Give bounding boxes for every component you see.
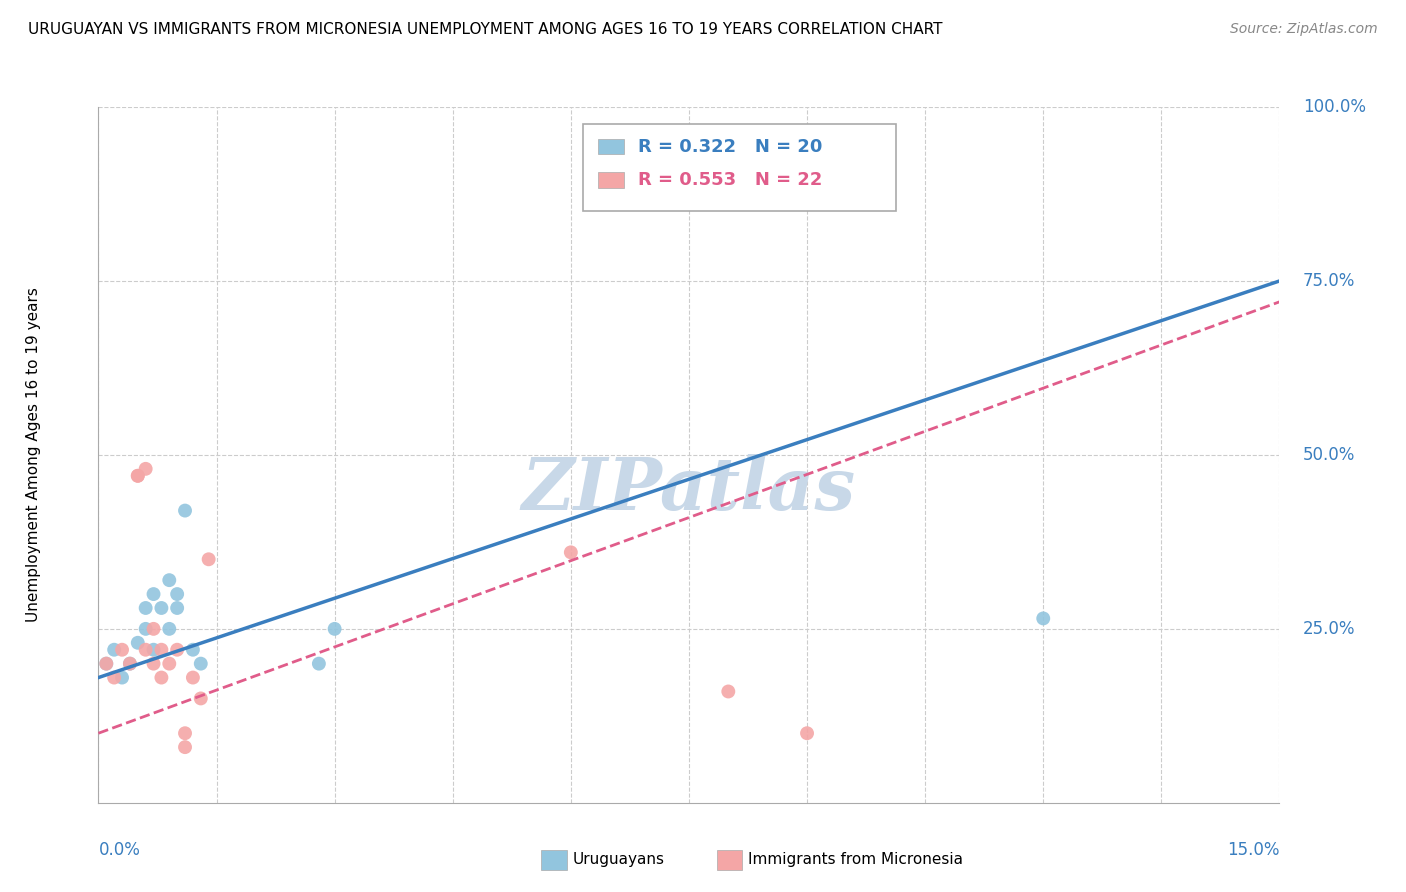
Point bbox=[308, 657, 330, 671]
Point bbox=[157, 657, 180, 671]
Point bbox=[174, 503, 197, 517]
Text: Source: ZipAtlas.com: Source: ZipAtlas.com bbox=[1230, 22, 1378, 37]
Point bbox=[135, 462, 157, 476]
Point bbox=[174, 726, 197, 740]
Point bbox=[174, 740, 197, 755]
Point bbox=[142, 587, 165, 601]
Point bbox=[150, 671, 173, 685]
Point bbox=[181, 642, 204, 657]
Point bbox=[157, 573, 180, 587]
Point bbox=[111, 671, 134, 685]
Point bbox=[166, 642, 188, 657]
Point bbox=[135, 622, 157, 636]
Point bbox=[135, 642, 157, 657]
Text: URUGUAYAN VS IMMIGRANTS FROM MICRONESIA UNEMPLOYMENT AMONG AGES 16 TO 19 YEARS C: URUGUAYAN VS IMMIGRANTS FROM MICRONESIA … bbox=[28, 22, 942, 37]
Point bbox=[103, 642, 125, 657]
FancyBboxPatch shape bbox=[598, 139, 624, 154]
Point bbox=[111, 642, 134, 657]
Text: 0.0%: 0.0% bbox=[98, 841, 141, 859]
Point bbox=[560, 545, 582, 559]
Point bbox=[118, 657, 141, 671]
Point bbox=[157, 622, 180, 636]
FancyBboxPatch shape bbox=[582, 124, 896, 211]
FancyBboxPatch shape bbox=[598, 172, 624, 187]
Text: R = 0.322   N = 20: R = 0.322 N = 20 bbox=[638, 137, 823, 156]
Point bbox=[197, 552, 219, 566]
Point bbox=[166, 601, 188, 615]
Point bbox=[127, 468, 149, 483]
Point bbox=[96, 657, 118, 671]
Text: 15.0%: 15.0% bbox=[1227, 841, 1279, 859]
Point bbox=[166, 587, 188, 601]
Point bbox=[142, 622, 165, 636]
Point bbox=[118, 657, 141, 671]
Text: 50.0%: 50.0% bbox=[1303, 446, 1355, 464]
Text: 75.0%: 75.0% bbox=[1303, 272, 1355, 290]
Point bbox=[135, 601, 157, 615]
Point bbox=[190, 657, 212, 671]
Text: R = 0.553   N = 22: R = 0.553 N = 22 bbox=[638, 171, 823, 189]
Point bbox=[96, 657, 118, 671]
Point bbox=[103, 671, 125, 685]
Point bbox=[127, 636, 149, 650]
Point bbox=[796, 726, 818, 740]
Point bbox=[717, 684, 740, 698]
Point bbox=[150, 601, 173, 615]
Text: ZIPatlas: ZIPatlas bbox=[522, 454, 856, 525]
Point bbox=[127, 468, 149, 483]
Text: Uruguayans: Uruguayans bbox=[572, 853, 664, 867]
Text: 100.0%: 100.0% bbox=[1303, 98, 1367, 116]
Point bbox=[181, 671, 204, 685]
Text: Immigrants from Micronesia: Immigrants from Micronesia bbox=[748, 853, 963, 867]
Point bbox=[142, 642, 165, 657]
Text: 25.0%: 25.0% bbox=[1303, 620, 1355, 638]
Point bbox=[1032, 611, 1054, 625]
Point bbox=[142, 657, 165, 671]
Point bbox=[150, 642, 173, 657]
Point bbox=[190, 691, 212, 706]
Point bbox=[323, 622, 346, 636]
Text: Unemployment Among Ages 16 to 19 years: Unemployment Among Ages 16 to 19 years bbox=[25, 287, 41, 623]
